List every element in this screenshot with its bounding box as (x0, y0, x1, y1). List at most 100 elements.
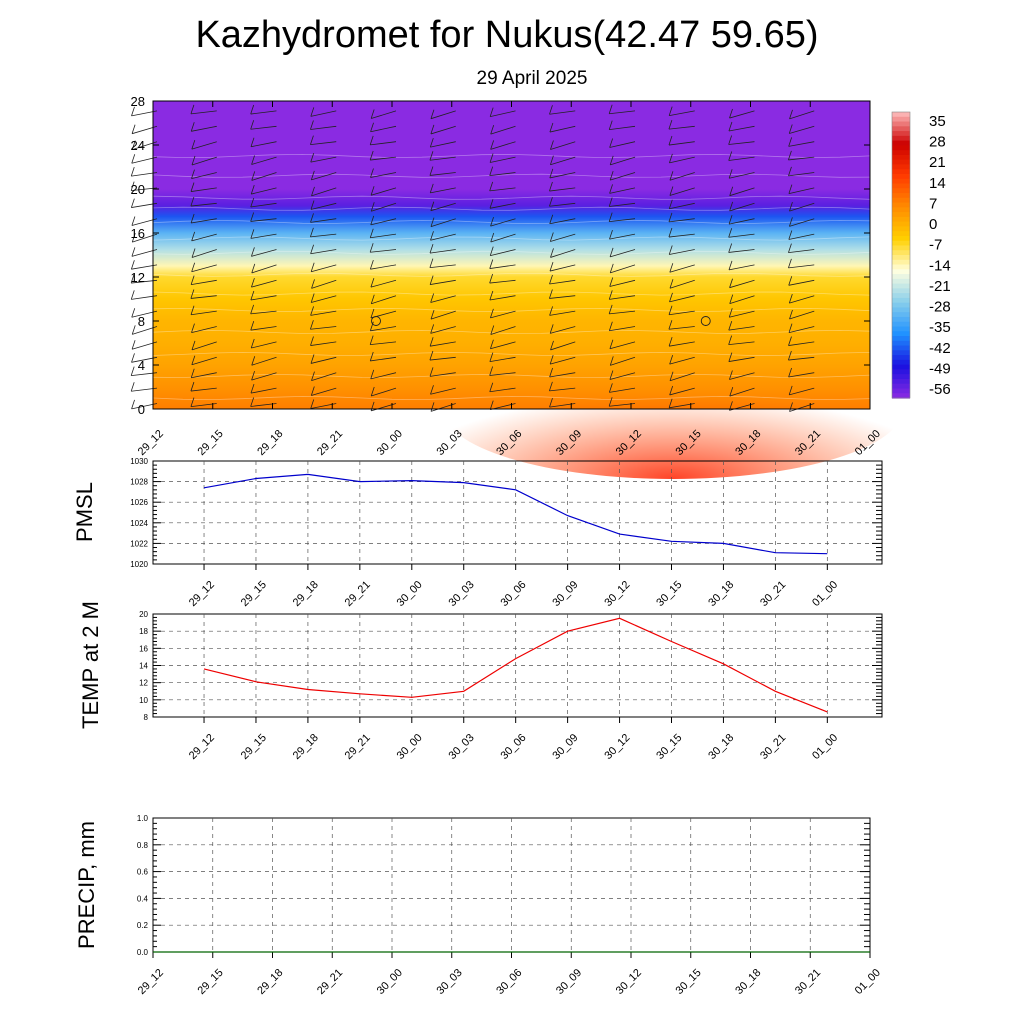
wind-barb-shaft (669, 156, 695, 164)
wind-barb-flag (130, 167, 135, 177)
wind-barb-flag (310, 152, 315, 163)
x-tick-label: 30_15 (654, 732, 684, 762)
wind-barb-flag (310, 293, 315, 303)
wind-barb-flag (190, 289, 195, 299)
colorbar-segment (892, 145, 910, 151)
x-tick-label: 29_15 (239, 579, 269, 609)
wind-barb-flag (550, 140, 554, 150)
precip-axis-label: PRECIP, mm (74, 821, 99, 949)
wind-barb-flag (130, 260, 135, 270)
wind-barb-shaft (549, 310, 576, 316)
wind-barb-shaft (311, 279, 337, 289)
wind-barb-flag (549, 168, 554, 179)
wind-barb-shaft (669, 172, 695, 181)
wind-barb-flag (310, 200, 315, 210)
y-tick-label: 16 (139, 644, 148, 653)
y-tick-label: 1.0 (137, 814, 149, 823)
wind-barb-flag (489, 166, 494, 176)
wind-barb-shaft (550, 356, 576, 365)
wind-barb-shaft (250, 218, 277, 222)
wind-barb-flag (310, 170, 315, 181)
wind-barb-flag (429, 244, 434, 254)
wind-barb-flag (609, 277, 614, 287)
x-tick-label: 29_12 (187, 732, 217, 762)
wind-barb-flag (729, 201, 734, 212)
wind-barb-flag (550, 248, 554, 258)
wind-barb-shaft (311, 264, 337, 273)
wind-barb-flag (190, 275, 195, 285)
colorbar-segment (892, 355, 910, 361)
wind-barb-shaft (310, 218, 337, 223)
wind-barb-shaft (549, 387, 576, 392)
wind-barb-shaft (370, 156, 397, 161)
wind-barb-shaft (789, 387, 815, 396)
wind-barb-flag (250, 290, 255, 301)
colorbar-segment (892, 131, 910, 137)
wind-barb-flag (490, 140, 495, 150)
colorbar-frame (891, 111, 911, 399)
wind-barb-shaft (489, 356, 516, 362)
wind-barb-flag (668, 199, 673, 209)
wind-barb-shaft (310, 326, 337, 330)
wind-barb-flag (549, 214, 554, 224)
wind-barb-flag (549, 181, 553, 192)
wind-barb-shaft (788, 279, 815, 286)
wind-barb-flag (190, 104, 195, 114)
x-tick-label: 30_12 (602, 579, 632, 609)
wind-barb-flag (788, 243, 792, 253)
wind-barb-shaft (549, 202, 576, 207)
wind-barb-shaft (310, 141, 337, 146)
contour-line (152, 329, 871, 334)
wind-barb-flag (369, 243, 374, 253)
wind-barb-flag (489, 273, 494, 284)
wind-barb-flag (549, 232, 554, 242)
wind-barb-shaft (609, 372, 636, 380)
wind-barb-shaft (788, 356, 815, 361)
wind-barb-shaft (191, 249, 217, 258)
x-tick-label: 30_03 (447, 732, 477, 762)
wind-barb-shaft (610, 156, 636, 166)
wind-barb-flag (549, 398, 553, 408)
colorbar-label: -28 (929, 299, 951, 316)
wind-barb-shaft (668, 310, 695, 316)
wind-barb-shaft (549, 187, 576, 192)
contour-line (152, 272, 871, 277)
wind-barb-shaft (669, 295, 695, 303)
colorbar-segment (892, 178, 910, 185)
wind-barb-flag (190, 381, 195, 392)
cross-section-panel: 0 4 8 12 16 20 24 28 29_12 29_15 29_18 29_21 30_00 30… (131, 94, 903, 479)
wind-barb-flag (728, 321, 733, 331)
wind-barb-flag (310, 107, 315, 117)
colorbar-label: 21 (929, 154, 946, 171)
wind-barb-shaft (251, 156, 277, 165)
wind-barb-flag (788, 385, 793, 396)
wind-barb-flag (191, 248, 196, 258)
wind-barb-shaft (788, 249, 815, 254)
wind-barb-shaft (251, 187, 277, 195)
colorbar-segment (892, 293, 910, 299)
wind-barb-flag (788, 336, 792, 346)
wind-barb-shaft (609, 141, 636, 148)
wind-barb-shaft (191, 233, 217, 242)
wind-barb-flag (131, 247, 136, 257)
wind-barb-flag (609, 263, 614, 273)
x-tick-label: 30_18 (706, 732, 736, 762)
wind-barb-flag (251, 263, 256, 274)
wind-barb-shaft (430, 295, 456, 303)
pmsl-panel: 1020 1022 1024 1026 1028 1030 29_12 29_15 29_18 2… (72, 457, 883, 609)
wind-barb-flag (728, 352, 733, 362)
y-tick-label: 0.8 (137, 841, 149, 850)
temp2m-series-line (203, 617, 828, 713)
wind-barb-flag (489, 199, 494, 209)
wind-barb-flag (608, 120, 613, 130)
x-tick-label: 30_18 (733, 967, 763, 997)
x-tick-label: 30_21 (758, 579, 788, 609)
colorbar-segment (892, 240, 910, 247)
wind-barb-shaft (429, 372, 456, 377)
colorbar-segment (892, 126, 910, 132)
colorbar-label: -21 (929, 278, 951, 295)
wind-barb-flag (489, 107, 494, 117)
wind-barb-flag (728, 215, 733, 225)
calm-wind-circle (700, 316, 711, 326)
wind-barb-flag (191, 231, 196, 242)
